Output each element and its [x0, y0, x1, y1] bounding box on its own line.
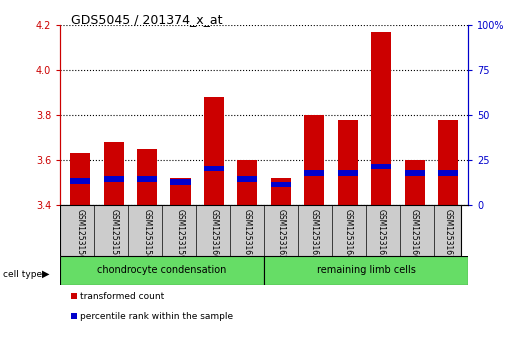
Text: GSM1253166: GSM1253166 [410, 209, 419, 260]
Bar [405, 170, 425, 176]
Bar [104, 176, 123, 182]
Bar [371, 32, 391, 205]
Text: cell type: cell type [3, 270, 42, 278]
Text: GSM1253165: GSM1253165 [377, 209, 385, 260]
Bar [438, 170, 458, 176]
Bar [204, 97, 224, 205]
Bar [271, 178, 291, 205]
Bar [170, 179, 190, 185]
Text: chondrocyte condensation: chondrocyte condensation [97, 265, 227, 276]
Bar [70, 154, 90, 205]
Text: GSM1253161: GSM1253161 [243, 209, 252, 260]
Text: GSM1253157: GSM1253157 [109, 209, 118, 260]
Text: GDS5045 / 201374_x_at: GDS5045 / 201374_x_at [71, 13, 222, 26]
Bar [338, 120, 358, 205]
Text: GSM1253159: GSM1253159 [176, 209, 185, 260]
Bar [405, 160, 425, 205]
Text: GSM1253162: GSM1253162 [276, 209, 286, 260]
Text: transformed count: transformed count [80, 292, 164, 301]
Text: GSM1253156: GSM1253156 [76, 209, 85, 260]
Text: remaining limb cells: remaining limb cells [316, 265, 416, 276]
Text: GSM1253163: GSM1253163 [310, 209, 319, 260]
Bar [60, 256, 264, 285]
Bar [304, 115, 324, 205]
Bar [137, 149, 157, 205]
Bar [338, 170, 358, 176]
Text: ▶: ▶ [42, 269, 49, 279]
Bar [304, 170, 324, 176]
Bar [264, 256, 468, 285]
Bar [237, 160, 257, 205]
Text: GSM1253160: GSM1253160 [209, 209, 219, 260]
Bar [70, 178, 90, 184]
Bar [170, 178, 190, 205]
Text: percentile rank within the sample: percentile rank within the sample [80, 312, 233, 321]
Bar [104, 142, 123, 205]
Text: GSM1253158: GSM1253158 [143, 209, 152, 260]
Bar [438, 120, 458, 205]
Bar [371, 164, 391, 169]
Bar [137, 176, 157, 182]
Bar [271, 182, 291, 187]
Text: GSM1253167: GSM1253167 [444, 209, 452, 260]
Bar [237, 176, 257, 182]
Bar [204, 166, 224, 171]
Text: GSM1253164: GSM1253164 [343, 209, 352, 260]
